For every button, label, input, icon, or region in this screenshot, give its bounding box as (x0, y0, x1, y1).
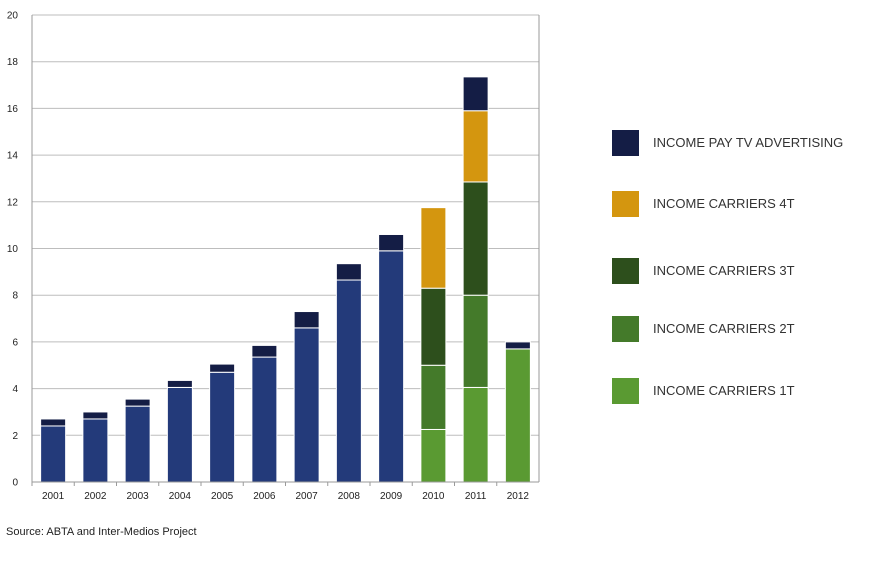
legend-swatch (612, 191, 639, 217)
legend-swatch (612, 378, 639, 404)
legend-label: INCOME CARRIERS 3T (653, 263, 795, 278)
legend-swatch (612, 316, 639, 342)
y-tick-label: 10 (7, 244, 19, 255)
y-tick-label: 0 (12, 478, 18, 489)
bar-segment (251, 356, 278, 483)
y-tick-label: 20 (7, 11, 19, 22)
bar-segment (166, 386, 193, 483)
bar-segment (462, 294, 489, 388)
legend-label: INCOME CARRIERS 2T (653, 321, 795, 336)
x-tick-label: 2005 (211, 491, 234, 502)
x-tick-label: 2010 (422, 491, 445, 502)
bar-segment (378, 233, 405, 252)
legend-label: INCOME CARRIERS 4T (653, 196, 795, 211)
bar-segment (124, 405, 151, 483)
grid-lines (32, 14, 539, 436)
y-tick-labels: 0 2 4 6 8 10 12 14 16 18 20 (7, 11, 19, 489)
bar-segment (462, 110, 489, 183)
x-tick-label: 2001 (42, 491, 65, 502)
bar-segment (209, 363, 236, 373)
bar-segment (335, 263, 362, 281)
bar-segment (420, 428, 447, 483)
bar-segment (378, 250, 405, 483)
x-tick-label: 2011 (465, 491, 487, 502)
x-tick-label: 2008 (338, 491, 361, 502)
bar-segment (166, 379, 193, 388)
x-tick-label: 2009 (380, 491, 403, 502)
y-tick-label: 18 (7, 57, 19, 68)
bar-segment (462, 386, 489, 483)
bar-segment (335, 279, 362, 483)
y-tick-label: 14 (7, 151, 19, 162)
y-tick-label: 4 (12, 384, 18, 395)
bar-segment (462, 76, 489, 112)
legend-swatch (612, 258, 639, 284)
bar-segment (40, 418, 67, 427)
x-tick-label: 2012 (507, 491, 530, 502)
bar-segment (251, 344, 278, 358)
bar-segment (504, 341, 531, 350)
bar-segment (40, 425, 67, 483)
bar-segment (462, 181, 489, 296)
x-tick-label: 2002 (84, 491, 107, 502)
y-tick-label: 12 (7, 197, 19, 208)
bar-segment (82, 418, 109, 483)
x-tick-label: 2007 (296, 491, 319, 502)
y-tick-label: 6 (12, 337, 18, 348)
source-note: Source: ABTA and Inter-Medios Project (6, 526, 197, 538)
bar-segment (293, 311, 320, 329)
x-tick-label: 2003 (127, 491, 150, 502)
legend-label: INCOME PAY TV ADVERTISING (653, 135, 843, 150)
x-tick-label: 2006 (253, 491, 276, 502)
legend: INCOME PAY TV ADVERTISING INCOME CARRIERS… (612, 130, 843, 404)
bar-segment (504, 348, 531, 483)
bar-segment (420, 364, 447, 430)
x-tick-labels: 2001 2002 2003 2004 2005 2006 2007 2008 2009 2010… (42, 491, 529, 502)
bar-segment (293, 327, 320, 483)
bar-segment (82, 411, 109, 420)
bar-segment (209, 371, 236, 483)
legend-swatch (612, 130, 639, 156)
y-tick-label: 8 (12, 291, 18, 302)
y-tick-label: 2 (12, 431, 18, 442)
x-tick-label: 2004 (169, 491, 192, 502)
axes (31, 15, 540, 486)
bar-segment (124, 398, 151, 407)
bar-segment (420, 207, 447, 289)
bars (40, 76, 531, 483)
y-tick-label: 16 (7, 104, 19, 115)
legend-label: INCOME CARRIERS 1T (653, 383, 795, 398)
bar-segment (420, 287, 447, 366)
